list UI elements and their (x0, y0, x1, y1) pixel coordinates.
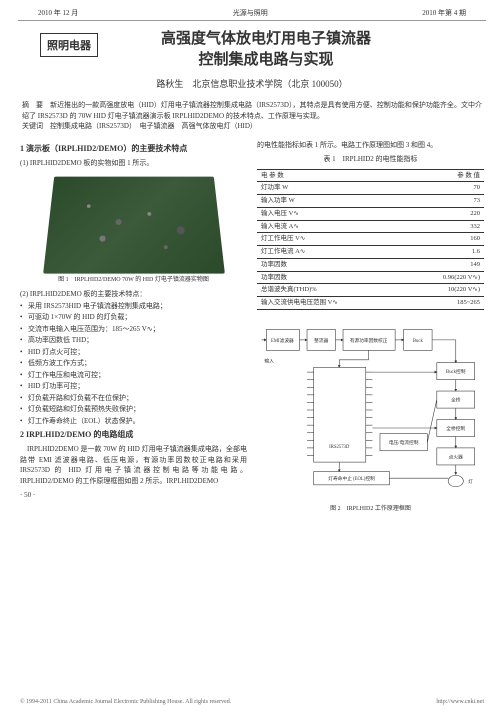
pcb-photo (43, 177, 225, 274)
fig1-caption: 图 1 IRPLHID2/DEMO 70W 的 HID 灯电子镇流器实物图 (20, 276, 247, 285)
td: 70 (405, 182, 484, 195)
copyright: © 1994-2011 China Academic Journal Elect… (20, 699, 231, 705)
right-intro: 的电性能指标如表 1 所示。电路工作原理图如图 3 和图 4。 (257, 140, 484, 151)
td: 输入交流供电电压范围 V∿ (257, 297, 405, 310)
category-label: 照明电器 (40, 33, 98, 57)
feature-item: 灯负载开路和灯负载不在位保护； (20, 393, 247, 404)
page-number: · 50 · (20, 490, 247, 501)
feature-item: 交流市电输入电压范围为：185～265 V∿； (20, 324, 247, 335)
lbl-buck: Buck (413, 339, 424, 344)
lbl-lamp: 灯 (468, 478, 473, 485)
lbl-vc: 电压/电流控制 (389, 439, 419, 446)
right-column: 的电性能指标如表 1 所示。电路工作原理图如图 3 和图 4。 表 1 IRPL… (257, 140, 484, 519)
td: 功率因数 (257, 258, 405, 271)
feature-item: 灯工作寿命终止（EOL）状态保护。 (20, 416, 247, 427)
th-param: 电 参 数 (257, 169, 405, 182)
title-line1: 高强度气体放电灯用电子镇流器 (70, 29, 434, 50)
left-column: 1 演示板（IRPLHID2/DEMO）的主要技术特点 (1) IRPLHID2… (20, 140, 247, 519)
td: 160 (405, 233, 484, 246)
header-date: 2010 年 12 月 (38, 8, 78, 18)
td: 灯功率 W (257, 182, 405, 195)
td: 灯工作电压 V∿ (257, 233, 405, 246)
lbl-fullbridge: 全桥 (451, 396, 461, 403)
th-value: 参 数 值 (405, 169, 484, 182)
td: 灯工作电流 A∿ (257, 246, 405, 259)
page-header: 2010 年 12 月 光源与照明 2010 年第 4 期 (18, 0, 486, 21)
header-issue: 2010 年第 4 期 (422, 8, 466, 18)
lbl-fbctrl: 全桥控制 (446, 425, 465, 432)
footer-url: http://www.cnki.net (436, 699, 484, 705)
header-journal: 光源与照明 (233, 8, 268, 18)
section1-sub2: (2) IRPLHID2DEMO 板的主要技术特点： (20, 289, 247, 300)
feature-item: 低频方波工作方式； (20, 358, 247, 369)
main-title: 高强度气体放电灯用电子镇流器 控制集成电路与实现 (70, 29, 434, 71)
abstract: 摘 要 新近推出的一款高强度放电（HID）灯用电子镇流器控制集成电路（IRS25… (0, 96, 504, 136)
td: 185~265 (405, 297, 484, 310)
feature-item: 灯负载短路和灯负载预热失败保护； (20, 404, 247, 415)
lbl-rect: 整流器 (314, 337, 328, 344)
feature-item: HID 灯点火可控； (20, 347, 247, 358)
lbl-pfc: 有源功率因数校正 (350, 337, 388, 344)
td: 10(220 V∿) (405, 284, 484, 297)
td: 0.96(220 V∿) (405, 271, 484, 284)
author-line: 路秋生 北京信息职业技术学院（北京 100050） (20, 77, 484, 90)
main-content: 1 演示板（IRPLHID2/DEMO）的主要技术特点 (1) IRPLHID2… (0, 136, 504, 523)
feature-list: 采用 IRS2573HID 电子镇流器控制集成电路； 可驱动 1×70W 的 H… (20, 301, 247, 427)
td: 332 (405, 220, 484, 233)
lbl-eol: 灯寿命中止 (EOL)控制 (328, 475, 375, 482)
section1-sub1: (1) IRPLHID2DEMO 板的实物如图 1 所示。 (20, 158, 247, 169)
abstract-text: 摘 要 新近推出的一款高强度放电（HID）灯用电子镇流器控制集成电路（IRS25… (22, 100, 482, 121)
feature-item: 可驱动 1×70W 的 HID 的灯负载； (20, 312, 247, 323)
lbl-buckctrl: Buck控制 (446, 368, 466, 375)
lbl-chip: IRS2573D (329, 445, 350, 450)
title-section: 照明电器 高强度气体放电灯用电子镇流器 控制集成电路与实现 路秋生 北京信息职业… (0, 21, 504, 96)
feature-item: 灯工作电压和电流可控； (20, 370, 247, 381)
td: 1.6 (405, 246, 484, 259)
lbl-input: 输入 (264, 357, 274, 364)
feature-item: 高功率因数低 THD； (20, 335, 247, 346)
td: 功率因数 (257, 271, 405, 284)
td: 输入电流 A∿ (257, 220, 405, 233)
block-diagram: EMI滤波器 整流器 有源功率因数校正 Buck Buck控制 全桥 全桥控制 … (257, 320, 484, 500)
td: 73 (405, 195, 484, 208)
td: 220 (405, 207, 484, 220)
lbl-emi: EMI滤波器 (271, 337, 294, 344)
keywords: 关键词 控制集成电路（IRS2573D） 电子镇流器 高强气体放电灯（HID） (22, 121, 482, 132)
spec-table: 电 参 数 参 数 值 灯功率 W70 输入功率 W73 输入电压 V∿220 … (257, 169, 484, 310)
fig2-caption: 图 2 IRPLHID2 工作原理框图 (257, 505, 484, 514)
section2-body: IRPLHID2DEMO 是一款 70W 的 HID 灯用电子镇流器集成电路，全… (20, 444, 247, 486)
td: 总谐波失真(THD)% (257, 284, 405, 297)
lbl-ignite: 点火器 (449, 454, 463, 460)
td: 输入功率 W (257, 195, 405, 208)
feature-item: 采用 IRS2573HID 电子镇流器控制集成电路； (20, 301, 247, 312)
section1-title: 1 演示板（IRPLHID2/DEMO）的主要技术特点 (20, 143, 247, 155)
feature-item: HID 灯功率可控； (20, 381, 247, 392)
title-line2: 控制集成电路与实现 (70, 50, 434, 71)
page-footer: © 1994-2011 China Academic Journal Elect… (0, 699, 504, 705)
td: 输入电压 V∿ (257, 207, 405, 220)
section2-title: 2 IRPLHID2/DEMO 的电路组成 (20, 429, 247, 441)
table1-title: 表 1 IRPLHID2 的电性能指标 (257, 154, 484, 165)
td: 149 (405, 258, 484, 271)
